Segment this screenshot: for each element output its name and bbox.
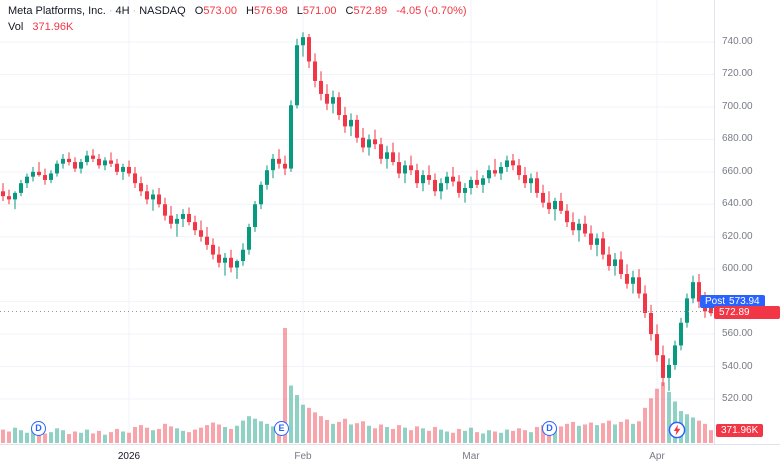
low-label: L bbox=[296, 5, 303, 17]
price-tick-label: 540.00 bbox=[722, 360, 753, 372]
exchange-name: NASDAQ bbox=[139, 5, 186, 17]
volume-label[interactable]: Vol bbox=[8, 21, 24, 33]
high-value: 576.98 bbox=[253, 5, 288, 17]
price-tick-label: 720.00 bbox=[722, 68, 753, 80]
legend-ohlc-row: Meta Platforms, Inc. · 4H · NASDAQ O573.00 H… bbox=[8, 4, 467, 19]
price-axis[interactable]: 740.00 720.00 700.00 680.00 660.00 640.00 620.… bbox=[714, 0, 780, 444]
legend-separator: · bbox=[132, 5, 137, 17]
symbol-legend: Meta Platforms, Inc. · 4H · NASDAQ O573.00 H… bbox=[8, 4, 467, 35]
price-tick-label: 660.00 bbox=[722, 165, 753, 177]
price-tick-label: 520.00 bbox=[722, 393, 753, 404]
legend-volume-row: Vol 371.96K bbox=[8, 20, 467, 35]
price-tick-label: 560.00 bbox=[722, 328, 753, 340]
dividend-marker[interactable]: D bbox=[542, 421, 557, 436]
earnings-marker[interactable]: E bbox=[274, 421, 289, 436]
post-price-value: 573.94 bbox=[729, 296, 760, 308]
time-tick-label: 2026 bbox=[117, 451, 141, 462]
price-tick-label: 620.00 bbox=[722, 230, 753, 242]
open-label: O bbox=[194, 5, 204, 17]
candlestick-chart[interactable] bbox=[0, 0, 714, 444]
price-tick-label: 680.00 bbox=[722, 133, 753, 145]
price-tick-label: 640.00 bbox=[722, 198, 753, 210]
time-axis[interactable]: 2026 Feb Mar Apr bbox=[0, 444, 780, 470]
volume-value: 371.96K bbox=[32, 21, 74, 33]
change-value: -4.05 (-0.70%) bbox=[396, 5, 467, 17]
last-price-badge[interactable]: 572.89 bbox=[714, 306, 780, 320]
dividend-marker[interactable]: D bbox=[31, 421, 46, 436]
close-label: C bbox=[345, 5, 354, 17]
time-tick-label: Apr bbox=[649, 451, 665, 462]
high-label: H bbox=[246, 5, 254, 17]
time-tick-label: Mar bbox=[462, 451, 480, 462]
post-market-price-badge[interactable]: Post 573.94 bbox=[700, 295, 765, 309]
post-label: Post bbox=[705, 296, 726, 308]
interval-value[interactable]: 4H bbox=[115, 5, 130, 17]
legend-separator: · bbox=[108, 5, 113, 17]
volume-axis-badge[interactable]: 371.96K bbox=[716, 424, 764, 437]
low-value: 571.00 bbox=[302, 5, 337, 17]
time-tick-label: Feb bbox=[294, 451, 312, 462]
price-tick-label: 600.00 bbox=[722, 263, 753, 275]
price-tick-label: 740.00 bbox=[722, 36, 753, 47]
lightning-bolt-icon bbox=[668, 421, 686, 439]
symbol-name[interactable]: Meta Platforms, Inc. bbox=[8, 5, 106, 17]
close-value: 572.89 bbox=[353, 5, 388, 17]
price-tick-label: 700.00 bbox=[722, 100, 753, 112]
events-lightning-icon[interactable] bbox=[668, 421, 686, 439]
open-value: 573.00 bbox=[203, 5, 237, 17]
chart-pane[interactable]: Meta Platforms, Inc. · 4H · NASDAQ O573.00 H… bbox=[0, 0, 714, 444]
